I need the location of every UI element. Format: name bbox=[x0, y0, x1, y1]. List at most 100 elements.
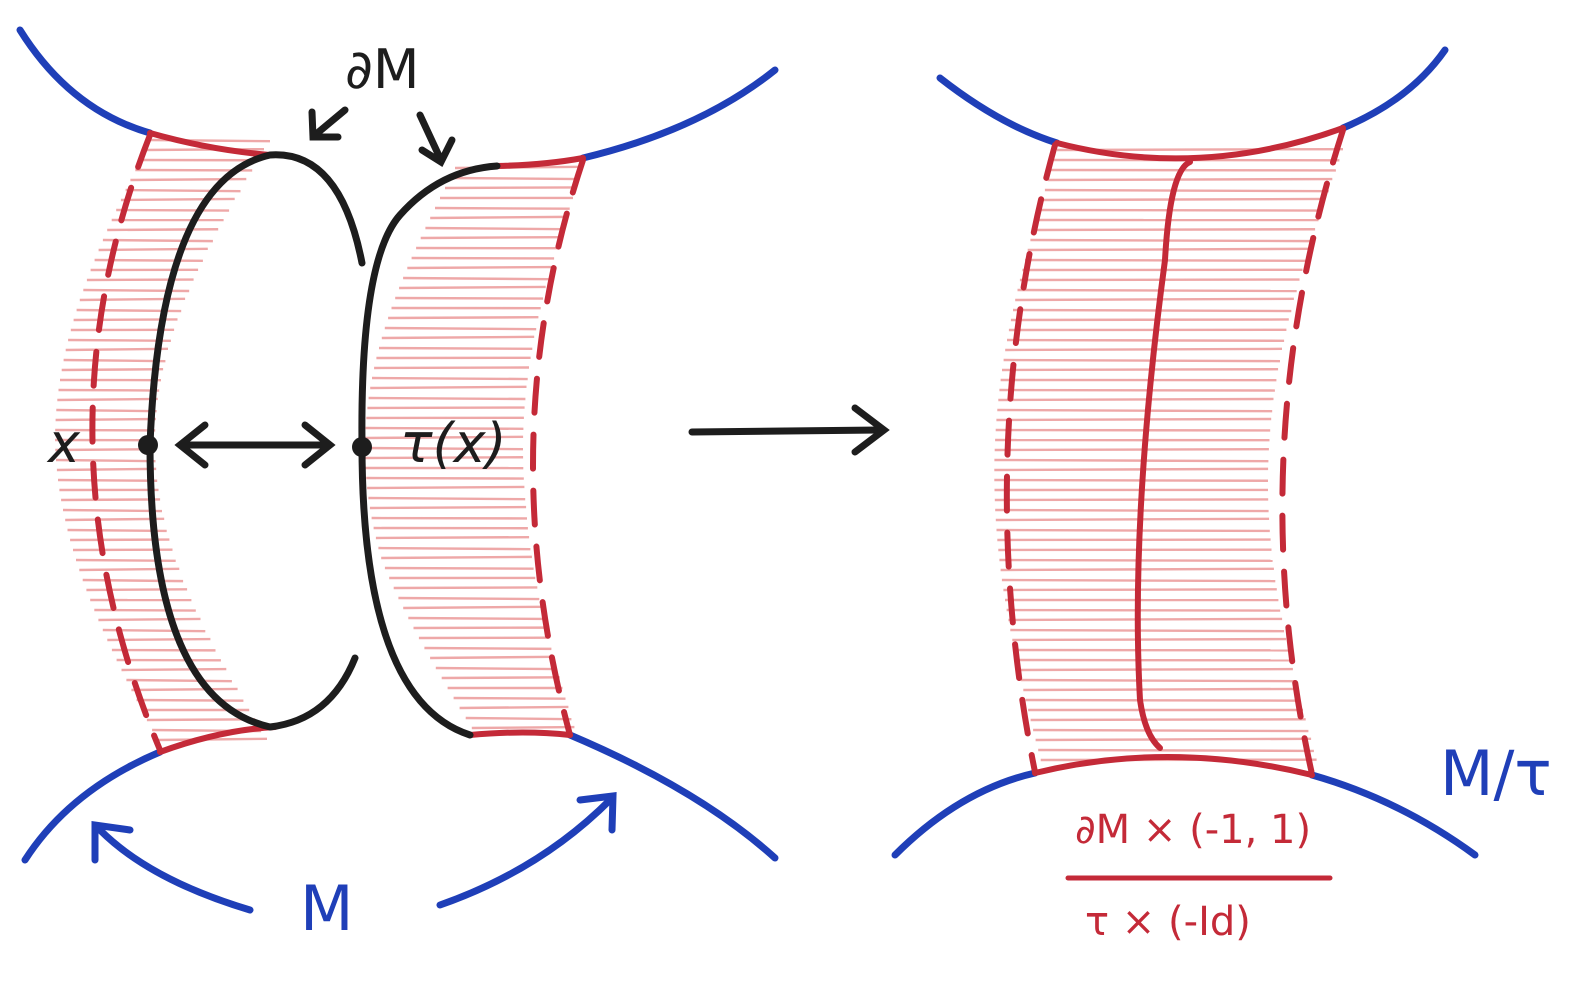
hatch-stroke bbox=[1023, 689, 1298, 690]
hatch-stroke bbox=[68, 340, 171, 341]
hatch-stroke bbox=[1018, 290, 1297, 291]
hatch-stroke bbox=[1013, 310, 1291, 311]
hatch-stroke bbox=[369, 398, 526, 399]
hatch-stroke bbox=[370, 507, 526, 508]
hatch-stroke bbox=[1045, 190, 1329, 191]
hatch-stroke bbox=[63, 510, 162, 511]
hatch-stroke bbox=[1021, 680, 1296, 681]
hatch-stroke bbox=[385, 568, 534, 569]
hatch-stroke bbox=[995, 449, 1269, 450]
hatch-stroke bbox=[61, 499, 160, 500]
quotient-collar-right-dashed-edge bbox=[1282, 130, 1343, 774]
hatch-stroke bbox=[1002, 369, 1278, 370]
hatch-stroke bbox=[430, 657, 554, 658]
hatch-stroke bbox=[399, 287, 546, 288]
quotient-fraction-numerator: ∂M × (-1, 1) bbox=[1075, 807, 1311, 853]
hatch-stroke bbox=[998, 399, 1273, 400]
hatch-stroke bbox=[1042, 199, 1325, 200]
quotient-top-left-curve bbox=[940, 78, 1057, 143]
hatch-stroke bbox=[1030, 240, 1311, 241]
hatch-stroke bbox=[1012, 639, 1286, 640]
right-collar-bottom-edge bbox=[470, 733, 570, 736]
left-collar-hatching bbox=[55, 140, 270, 740]
hatch-stroke bbox=[370, 387, 526, 388]
hatch-stroke bbox=[450, 178, 580, 179]
hatch-stroke bbox=[454, 698, 566, 699]
manifold-pointer-left-arrow bbox=[100, 830, 250, 910]
hatch-stroke bbox=[57, 399, 158, 400]
manifold-top-left-curve bbox=[20, 30, 150, 133]
quotient-bottom-left-curve bbox=[895, 773, 1035, 855]
hatch-stroke bbox=[62, 369, 163, 370]
boundary-label: ∂M bbox=[345, 38, 420, 101]
hatch-stroke bbox=[368, 498, 525, 499]
right-collar-top-edge bbox=[497, 158, 583, 166]
hatch-stroke bbox=[407, 267, 551, 268]
quotient-top-right-curve bbox=[1343, 50, 1445, 128]
hatch-stroke bbox=[122, 669, 227, 670]
hatch-stroke bbox=[436, 668, 557, 669]
hatch-stroke bbox=[137, 700, 244, 701]
hatch-stroke bbox=[64, 360, 166, 361]
point-tau-x-dot bbox=[352, 437, 372, 457]
hatch-stroke bbox=[79, 569, 179, 570]
hatch-stroke bbox=[131, 689, 237, 690]
point-x-label: x bbox=[46, 412, 81, 475]
hatch-stroke bbox=[1004, 360, 1280, 361]
hatch-stroke bbox=[408, 618, 544, 619]
hatch-stroke bbox=[374, 367, 529, 368]
hatch-stroke bbox=[472, 727, 575, 728]
hatch-stroke bbox=[442, 677, 560, 678]
hatch-stroke bbox=[1038, 750, 1314, 751]
hatch-stroke bbox=[126, 190, 241, 191]
hatch-stroke bbox=[381, 557, 532, 558]
hatch-stroke bbox=[403, 278, 548, 279]
hatch-stroke bbox=[378, 548, 530, 549]
hatch-stroke bbox=[94, 610, 196, 611]
quotient-map-arrow-shaft bbox=[692, 430, 880, 432]
hatch-stroke bbox=[994, 469, 1268, 470]
hatch-stroke bbox=[394, 587, 538, 588]
hatch-stroke bbox=[1036, 739, 1312, 740]
hatch-stroke bbox=[424, 648, 551, 649]
hatch-stroke bbox=[83, 290, 189, 291]
hatch-stroke bbox=[382, 337, 534, 338]
hatch-stroke bbox=[1011, 319, 1289, 320]
hatch-stroke bbox=[995, 499, 1268, 500]
manifold-pointer-right-arrow bbox=[440, 800, 610, 905]
hatch-stroke bbox=[1007, 610, 1281, 611]
hatch-stroke bbox=[996, 419, 1271, 420]
boundary-pointer-left-arrow bbox=[315, 110, 345, 135]
quotient-fraction-denominator: τ × (-Id) bbox=[1085, 899, 1251, 945]
hatch-stroke bbox=[86, 589, 187, 590]
hatch-stroke bbox=[995, 510, 1268, 511]
hatch-stroke bbox=[126, 680, 231, 681]
manifold-label: M bbox=[300, 872, 354, 945]
hatch-stroke bbox=[65, 519, 164, 520]
hatch-stroke bbox=[395, 298, 543, 299]
hatch-stroke bbox=[385, 328, 536, 329]
quotient-label: M/τ bbox=[1440, 737, 1552, 810]
point-tau-x-label: τ(x) bbox=[400, 412, 507, 475]
hatch-stroke bbox=[1048, 179, 1332, 180]
hatch-stroke bbox=[147, 719, 255, 720]
hatch-stroke bbox=[425, 228, 563, 229]
hatch-stroke bbox=[66, 349, 168, 350]
hatch-stroke bbox=[445, 187, 576, 188]
left-collar-top-edge bbox=[150, 133, 270, 155]
hatch-stroke bbox=[430, 217, 566, 218]
hatch-stroke bbox=[379, 348, 532, 349]
hatch-stroke bbox=[403, 607, 541, 608]
hatch-stroke bbox=[997, 530, 1270, 531]
hatch-stroke bbox=[1031, 719, 1306, 720]
hatch-stroke bbox=[83, 580, 183, 581]
hatch-stroke bbox=[367, 487, 524, 488]
hatch-stroke bbox=[1033, 730, 1308, 731]
hatch-stroke bbox=[1010, 630, 1284, 631]
hatch-stroke bbox=[1015, 299, 1294, 300]
hatch-stroke bbox=[116, 210, 229, 211]
hatch-stroke bbox=[376, 537, 529, 538]
hatch-stroke bbox=[1033, 229, 1315, 230]
